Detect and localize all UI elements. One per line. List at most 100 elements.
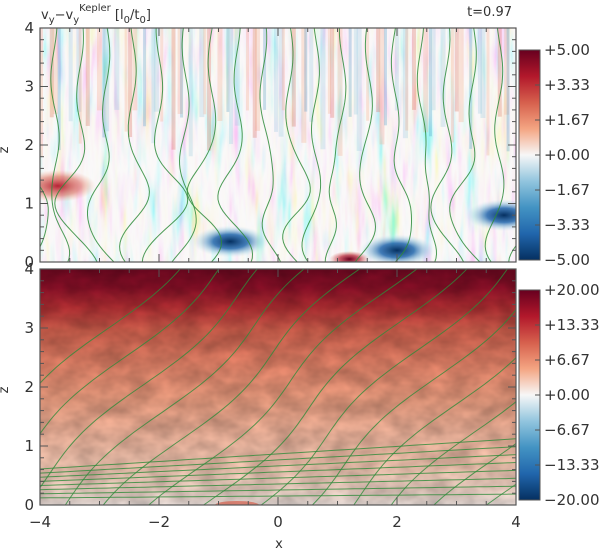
stripe — [428, 28, 432, 137]
stripe — [68, 28, 73, 122]
stripe — [203, 28, 207, 115]
y-tick-label: 4 — [24, 260, 34, 278]
stripe — [281, 28, 285, 111]
field-line — [148, 269, 418, 505]
stripe — [353, 28, 358, 115]
field-feature — [329, 251, 370, 262]
colorbar-tick-label: +13.33 — [544, 316, 600, 334]
field-line — [433, 442, 516, 505]
y-tick-label: 4 — [24, 19, 34, 37]
stripe — [450, 28, 454, 143]
stripe — [480, 28, 486, 119]
stripe — [274, 28, 279, 132]
colorbar-tick-label: −1.67 — [544, 181, 590, 199]
stripe — [431, 28, 436, 111]
colorbar-bottom-ticks: +20.00 +13.33 +6.67 +0.00 −6.67 −13.33 −20.00 — [535, 281, 600, 509]
field-line — [484, 28, 505, 262]
y-tick-label: 2 — [24, 378, 34, 396]
stripe — [102, 28, 106, 138]
panel-top-features — [40, 28, 516, 262]
stripe — [199, 28, 205, 118]
field-line — [40, 269, 220, 435]
stripe — [252, 28, 257, 138]
stripe — [348, 28, 352, 117]
stripe — [320, 28, 326, 150]
field-line — [217, 28, 254, 262]
y-tick-label: 3 — [24, 319, 34, 337]
stripe — [234, 28, 240, 126]
stripe — [291, 28, 296, 127]
stripe — [411, 28, 416, 110]
field-line — [40, 454, 516, 478]
stripe — [356, 28, 362, 151]
field-line — [54, 28, 98, 262]
stripe — [171, 28, 176, 150]
stripe — [366, 28, 370, 121]
panel-top-texture — [40, 28, 516, 262]
stripe — [132, 28, 138, 111]
field-line — [40, 438, 516, 470]
field-line — [353, 356, 516, 505]
stripe — [337, 28, 343, 156]
field-line — [40, 493, 516, 499]
panel-bottom-axes: 0 1 2 3 4 −4 −2 0 2 4 — [24, 260, 520, 531]
field-feature — [466, 199, 516, 232]
field-line — [40, 485, 516, 495]
stripe — [143, 28, 147, 127]
field-line — [449, 28, 481, 262]
stripe — [506, 28, 510, 152]
y-tick-label: 1 — [24, 195, 34, 213]
field-line — [282, 28, 311, 262]
panel-bottom-ylabel: z — [0, 386, 12, 393]
field-line — [40, 469, 516, 486]
stripe — [49, 28, 54, 118]
field-line — [171, 28, 197, 262]
field-line — [64, 269, 305, 505]
y-tick-label: 0 — [24, 253, 34, 271]
y-tick-label: 3 — [24, 78, 34, 96]
colorbar-tick-label: −20.00 — [544, 491, 600, 509]
stripe — [76, 28, 82, 112]
stripe — [394, 28, 399, 111]
colorbar-tick-label: +3.33 — [544, 76, 590, 94]
stripe — [114, 28, 120, 110]
stripe — [188, 28, 193, 157]
y-tick-label: 2 — [24, 136, 34, 154]
stripe — [469, 28, 473, 149]
stripe — [327, 28, 331, 114]
field-line — [390, 401, 516, 505]
field-line — [430, 28, 465, 262]
field-line — [301, 28, 322, 262]
stripe — [376, 28, 381, 113]
field-line — [40, 269, 181, 384]
colorbar-tick-label: +1.67 — [544, 111, 590, 129]
field-line — [40, 185, 49, 248]
panel-top-axes: 0 1 2 3 4 — [24, 19, 517, 271]
stripe — [78, 28, 82, 144]
stripe — [217, 28, 223, 122]
stripe — [207, 28, 212, 151]
colorbar-tick-label: +6.67 — [544, 351, 590, 369]
stripe — [379, 28, 385, 145]
field-line — [50, 28, 71, 262]
panel-top-title: vy−vyKepler [l0/t0] — [41, 3, 151, 26]
stripe — [52, 28, 58, 115]
stripe — [458, 28, 464, 123]
colorbar-tick-label: −5.00 — [544, 251, 590, 269]
colorbar-top-ticks: +5.00 +3.33 +1.67 +0.00 −1.67 −3.33 −5.00 — [535, 41, 590, 269]
field-feature — [40, 169, 96, 202]
stripe — [229, 28, 234, 145]
stripe — [440, 28, 446, 127]
field-line — [40, 446, 516, 474]
stripe — [486, 28, 490, 156]
panel-bottom: 0 1 2 3 4 −4 −2 0 2 4 z x +20.00 +13.33 +6.67 +0.00 −… — [0, 260, 600, 551]
colorbar-tick-label: +0.00 — [544, 386, 590, 404]
x-tick-label: 2 — [392, 513, 402, 531]
field-feature — [192, 225, 269, 258]
stripe — [128, 28, 133, 138]
panel-bottom-field-lines — [40, 269, 516, 505]
field-line — [141, 28, 189, 262]
stripe — [383, 28, 387, 126]
stripe — [454, 28, 459, 112]
stripe — [278, 28, 284, 137]
